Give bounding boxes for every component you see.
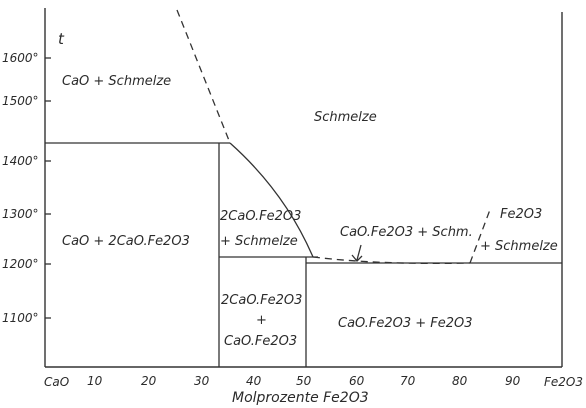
y-tick-label: 1400°: [2, 154, 39, 168]
region-label: CaO + 2CaO.Fe2O3: [62, 234, 190, 249]
region-label: + Schmelze: [480, 239, 558, 254]
x-tick-label: CaO: [44, 375, 69, 389]
y-tick-label: 1200°: [2, 257, 39, 271]
region-label: Fe2O3: [500, 207, 542, 222]
x-tick-label: 80: [452, 374, 468, 388]
y-tick-label: 1300°: [2, 207, 39, 221]
y-ticks: [45, 57, 51, 319]
region-label: 2CaO.Fe2O3: [221, 293, 302, 308]
x-tick-label: 90: [505, 374, 521, 388]
region-label: + Schmelze: [220, 234, 298, 249]
x-axis-title: Molprozente Fe2O3: [232, 390, 369, 406]
y-axis-symbol: t: [58, 30, 65, 48]
region-label: 2CaO.Fe2O3: [220, 209, 301, 224]
x-tick-label: 50: [296, 374, 312, 388]
region-label: CaO.Fe2O3 + Fe2O3: [338, 316, 473, 331]
x-tick-label: 10: [87, 374, 103, 388]
region-label: +: [256, 313, 267, 328]
arrow-head: [351, 254, 363, 262]
x-tick-label: Fe2O3: [544, 375, 583, 389]
region-label: CaO.Fe2O3 + Schm.: [340, 225, 473, 240]
liquidus-fe2o3-dashed: [469, 206, 492, 264]
y-tick-label: 1100°: [2, 311, 39, 325]
x-tick-label: 70: [400, 374, 416, 388]
liquidus-cao-dashed: [176, 9, 231, 144]
x-tick-label: 40: [246, 374, 262, 388]
x-tick-label: 30: [194, 374, 210, 388]
liquidus-cao-fe2o3-dashed: [312, 256, 471, 265]
y-tick-label: 1600°: [2, 51, 39, 65]
liquidus-2cao-fe2o3: [229, 142, 314, 258]
x-tick-label: 20: [141, 374, 157, 388]
y-tick-label: 1500°: [2, 94, 39, 108]
arrow-shaft: [356, 244, 362, 261]
region-label: CaO + Schmelze: [62, 74, 171, 89]
region-label: Schmelze: [314, 110, 377, 125]
x-tick-label: 60: [349, 374, 365, 388]
region-label: CaO.Fe2O3: [224, 334, 297, 349]
